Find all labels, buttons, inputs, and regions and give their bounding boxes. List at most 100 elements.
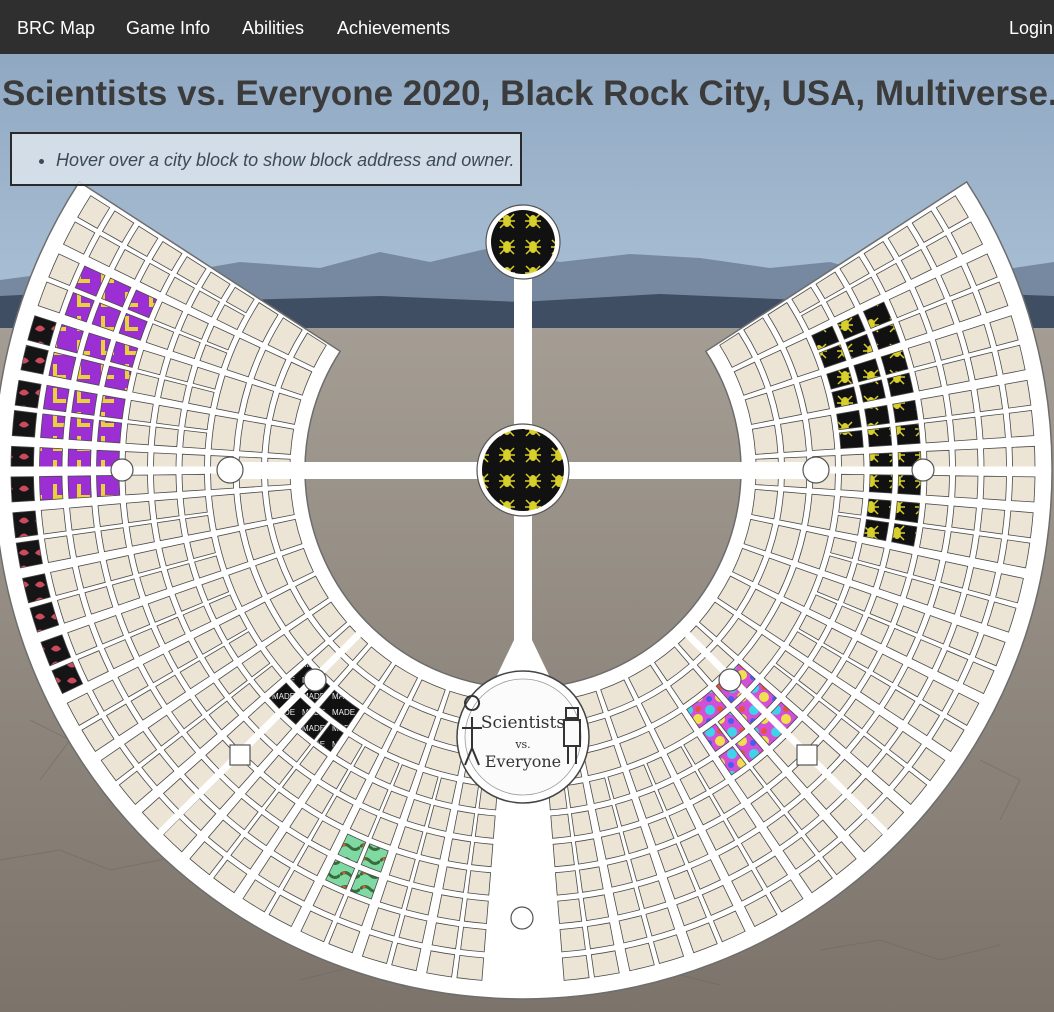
city-block[interactable]: [612, 887, 641, 916]
city-block[interactable]: [349, 869, 380, 900]
city-block[interactable]: [161, 543, 189, 567]
city-block[interactable]: [130, 689, 163, 721]
city-block[interactable]: [951, 291, 982, 323]
city-block[interactable]: [647, 816, 675, 846]
city-block[interactable]: [153, 301, 184, 330]
city-block[interactable]: [388, 853, 416, 882]
city-block[interactable]: [962, 661, 995, 695]
city-block[interactable]: [607, 771, 631, 800]
city-block[interactable]: [911, 639, 943, 670]
city-block[interactable]: [838, 429, 864, 450]
city-block[interactable]: [657, 782, 684, 811]
city-block[interactable]: [797, 530, 829, 570]
city-block[interactable]: [14, 379, 42, 409]
city-block[interactable]: [171, 698, 203, 730]
city-block[interactable]: [907, 703, 941, 737]
city-block[interactable]: [427, 804, 452, 832]
city-block[interactable]: [71, 389, 98, 416]
city-block[interactable]: [807, 493, 835, 531]
city-block[interactable]: [666, 746, 693, 775]
city-block[interactable]: [101, 210, 135, 243]
city-block[interactable]: [982, 475, 1007, 501]
city-block[interactable]: [980, 413, 1006, 440]
city-block[interactable]: [244, 383, 275, 420]
city-block[interactable]: [312, 884, 345, 916]
city-block[interactable]: [561, 954, 590, 981]
city-block[interactable]: [712, 783, 742, 815]
city-block[interactable]: [40, 634, 72, 667]
city-block[interactable]: [463, 898, 489, 924]
city-block[interactable]: [241, 302, 279, 343]
city-block[interactable]: [948, 389, 975, 416]
city-block[interactable]: [207, 819, 242, 853]
city-block[interactable]: [133, 549, 161, 574]
city-block[interactable]: [194, 555, 222, 579]
city-block[interactable]: [897, 666, 929, 698]
city-block[interactable]: [925, 235, 958, 268]
city-block[interactable]: [189, 536, 216, 559]
city-block[interactable]: [600, 832, 626, 860]
city-block[interactable]: [712, 910, 746, 943]
city-block[interactable]: [185, 515, 211, 536]
city-block[interactable]: [213, 859, 248, 894]
city-block[interactable]: [228, 631, 258, 658]
city-block[interactable]: [99, 394, 126, 420]
city-block[interactable]: [701, 884, 734, 916]
city-block[interactable]: [679, 833, 709, 864]
city-block[interactable]: [554, 870, 579, 896]
city-block[interactable]: [263, 754, 294, 786]
city-block[interactable]: [859, 674, 891, 705]
city-block[interactable]: [871, 752, 905, 787]
city-block[interactable]: [862, 301, 893, 330]
city-block[interactable]: [574, 838, 599, 865]
city-block[interactable]: [931, 718, 965, 752]
city-block[interactable]: [871, 323, 901, 351]
city-block[interactable]: [239, 491, 267, 525]
city-block[interactable]: [914, 277, 945, 308]
city-block[interactable]: [676, 895, 707, 927]
city-block[interactable]: [141, 752, 175, 787]
city-block[interactable]: [413, 860, 440, 888]
nav-login[interactable]: Login: [1009, 18, 1054, 38]
city-block[interactable]: [362, 782, 389, 811]
city-block[interactable]: [645, 907, 676, 937]
city-block[interactable]: [886, 372, 914, 397]
city-block[interactable]: [726, 807, 757, 839]
city-block[interactable]: [895, 423, 921, 446]
city-block[interactable]: [798, 666, 828, 695]
city-block[interactable]: [353, 746, 380, 775]
city-block[interactable]: [940, 265, 972, 297]
city-block[interactable]: [825, 290, 856, 318]
city-block[interactable]: [105, 703, 139, 737]
city-block[interactable]: [900, 248, 932, 280]
city-block[interactable]: [382, 664, 419, 699]
city-block[interactable]: [798, 375, 830, 414]
city-block[interactable]: [668, 807, 697, 838]
city-block[interactable]: [952, 416, 978, 442]
city-block[interactable]: [127, 399, 154, 423]
city-block[interactable]: [42, 384, 70, 413]
city-block[interactable]: [217, 530, 249, 570]
city-block[interactable]: [281, 768, 312, 800]
city-block[interactable]: [415, 771, 439, 800]
city-block[interactable]: [190, 290, 221, 318]
city-block[interactable]: [367, 688, 406, 724]
city-block[interactable]: [393, 764, 418, 793]
city-block[interactable]: [911, 210, 945, 243]
city-block[interactable]: [193, 627, 223, 655]
city-block[interactable]: [120, 605, 151, 634]
city-block[interactable]: [791, 286, 821, 314]
city-block[interactable]: [304, 783, 334, 815]
city-block[interactable]: [137, 349, 166, 376]
city-block[interactable]: [830, 536, 857, 559]
city-block[interactable]: [731, 869, 764, 902]
city-block[interactable]: [919, 527, 946, 553]
city-block[interactable]: [685, 922, 718, 954]
city-block[interactable]: [775, 650, 805, 678]
city-block[interactable]: [460, 926, 487, 953]
city-block[interactable]: [273, 831, 306, 864]
city-block[interactable]: [447, 838, 472, 865]
city-block[interactable]: [732, 547, 765, 583]
city-block[interactable]: [230, 836, 264, 870]
city-block[interactable]: [888, 730, 922, 764]
